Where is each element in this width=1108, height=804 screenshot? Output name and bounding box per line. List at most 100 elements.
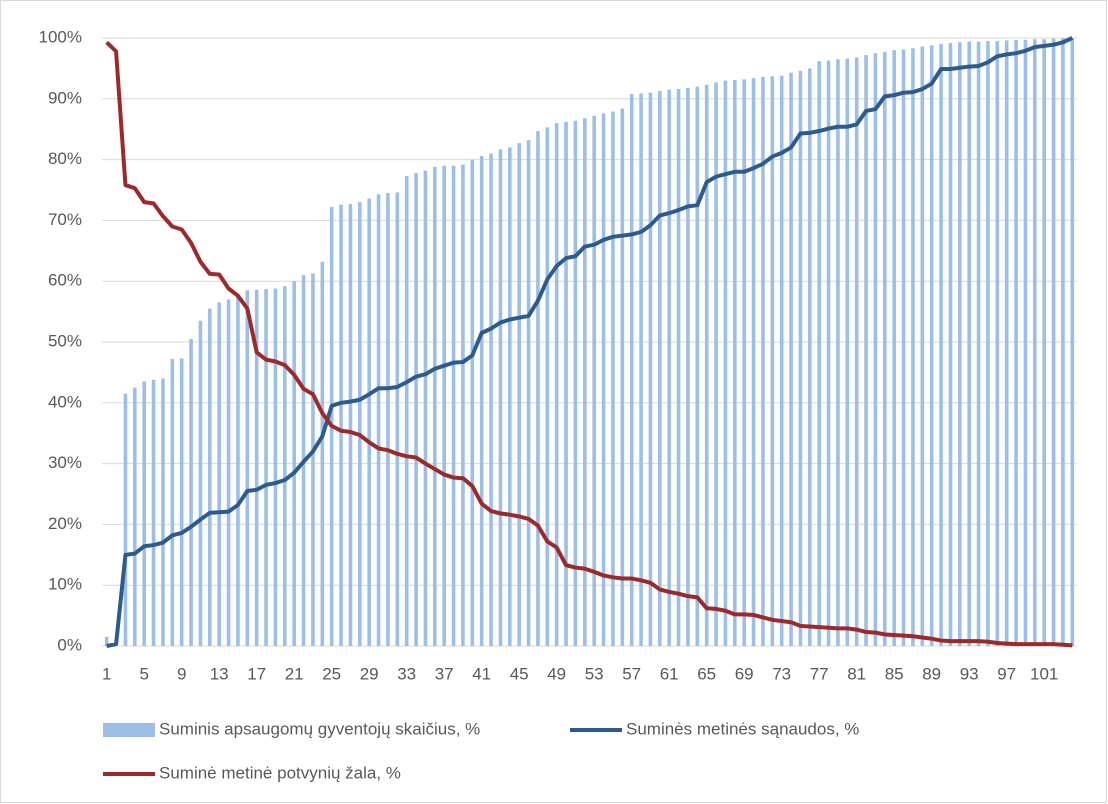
x-tick-label: 81: [847, 664, 866, 683]
y-tick-label: 30%: [48, 453, 82, 472]
bar: [254, 289, 259, 646]
x-tick-label: 49: [547, 664, 566, 683]
x-tick-label: 25: [322, 664, 341, 683]
bar: [723, 80, 728, 646]
bar: [142, 381, 146, 646]
bar: [789, 72, 793, 646]
x-tick-label: 73: [772, 664, 791, 683]
bar: [151, 379, 156, 646]
bar: [273, 288, 278, 646]
bar: [1023, 39, 1028, 647]
x-tick-label: 33: [397, 664, 416, 683]
bar: [264, 289, 268, 646]
bar: [526, 140, 531, 647]
x-tick-label: 101: [1030, 664, 1058, 683]
bar: [779, 75, 784, 647]
bar: [601, 113, 606, 647]
bar: [714, 82, 718, 646]
bar: [245, 290, 250, 646]
bar: [592, 115, 596, 647]
bar: [226, 299, 231, 646]
bar: [958, 42, 962, 647]
bar: [1051, 38, 1056, 646]
x-tick-label: 97: [997, 664, 1016, 683]
bar: [976, 41, 981, 646]
bar: [986, 41, 990, 647]
bar: [198, 320, 203, 646]
bar: [311, 273, 315, 646]
bar: [498, 149, 503, 647]
bar: [376, 194, 381, 647]
y-tick-label: 10%: [48, 575, 82, 594]
legend-label: Suminė metinė potvynių žala, %: [159, 763, 401, 782]
y-tick-label: 90%: [48, 88, 82, 107]
bar: [217, 302, 221, 646]
bar: [161, 378, 165, 646]
bar: [611, 111, 615, 647]
bar: [826, 60, 831, 647]
x-tick-label: 29: [360, 664, 379, 683]
bar: [423, 170, 428, 646]
bar: [920, 46, 925, 646]
x-tick-label: 61: [660, 664, 679, 683]
bar: [104, 636, 109, 646]
bar: [901, 49, 906, 646]
y-tick-label: 0%: [57, 635, 82, 654]
bar: [836, 59, 840, 646]
bar: [911, 48, 915, 646]
bar: [1014, 39, 1018, 647]
y-tick-label: 40%: [48, 392, 82, 411]
bar: [470, 159, 475, 646]
x-tick-label: 41: [472, 664, 491, 683]
bar: [442, 165, 446, 646]
bar: [620, 108, 625, 646]
bar: [639, 93, 643, 646]
bar: [320, 261, 325, 646]
bar: [395, 192, 400, 646]
y-tick-label: 50%: [48, 331, 82, 350]
bar: [386, 193, 390, 647]
bar: [583, 118, 587, 647]
bar: [179, 358, 184, 646]
bar: [676, 89, 681, 646]
bar: [817, 61, 821, 646]
bar: [892, 50, 896, 647]
bar: [433, 166, 437, 646]
y-tick-label: 60%: [48, 271, 82, 290]
x-tick-label: 57: [622, 664, 641, 683]
bar: [404, 176, 409, 647]
bar: [1033, 39, 1037, 646]
bar: [170, 359, 175, 646]
y-tick-label: 20%: [48, 514, 82, 533]
bar: [545, 127, 550, 647]
bar: [648, 92, 653, 647]
bar: [686, 87, 690, 646]
x-tick-label: 37: [435, 664, 454, 683]
bar: [761, 76, 765, 647]
x-tick-label: 1: [102, 664, 111, 683]
bar: [883, 51, 887, 646]
bar: [939, 44, 943, 646]
bar: [573, 120, 578, 647]
bar: [339, 204, 343, 647]
bar: [292, 281, 296, 646]
bar: [414, 172, 418, 646]
line: [105, 40, 1073, 648]
bar: [517, 143, 521, 646]
bar: [358, 202, 362, 646]
legend-swatch: [103, 723, 155, 737]
bar: [704, 84, 709, 647]
bar: [451, 165, 456, 646]
bar: [123, 393, 128, 646]
bar: [929, 45, 934, 646]
x-tick-label: 69: [735, 664, 754, 683]
bar: [1004, 40, 1009, 646]
bar: [508, 147, 512, 646]
bar: [489, 153, 493, 646]
bar: [798, 70, 803, 646]
x-tick-label: 13: [210, 664, 229, 683]
bar: [367, 198, 371, 646]
x-tick-label: 45: [510, 664, 529, 683]
bar: [667, 89, 671, 647]
